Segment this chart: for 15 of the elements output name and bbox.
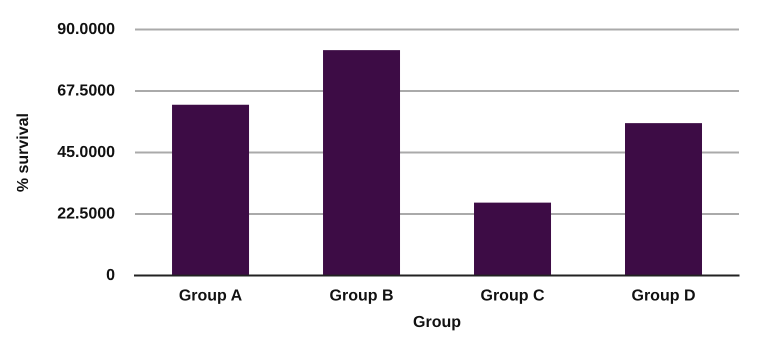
y-tick-label: 67.5000 <box>57 82 116 100</box>
bar <box>172 104 250 275</box>
x-tick-label: Group C <box>480 288 545 305</box>
bar <box>474 202 552 275</box>
y-tick-label: 90.0000 <box>57 21 116 38</box>
x-axis-title: Group <box>413 314 462 331</box>
y-tick-label: 45.0000 <box>57 144 116 162</box>
x-tick-label: Group D <box>632 288 696 305</box>
x-tick-label: Group B <box>330 288 394 305</box>
y-tick-label: 22.5000 <box>57 206 116 223</box>
x-tick-label: Group A <box>178 288 243 305</box>
y-axis-title: % survival <box>15 113 32 192</box>
bar <box>625 123 702 275</box>
bar <box>323 50 400 275</box>
y-tick-label: 0 <box>106 267 116 284</box>
